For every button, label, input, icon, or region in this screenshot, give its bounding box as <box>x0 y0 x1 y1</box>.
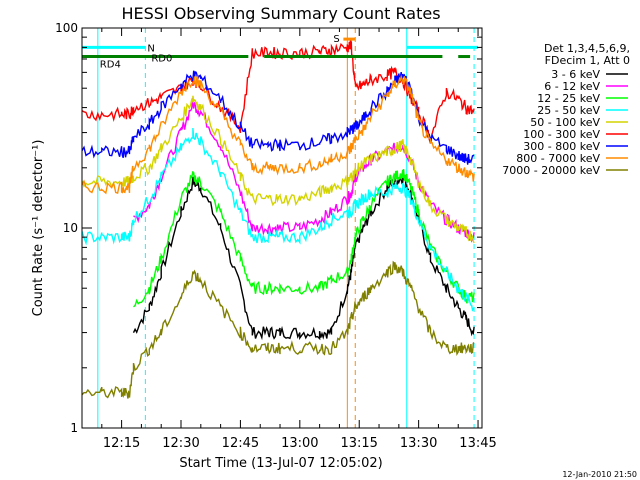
y-axis-label: Count Rate (s⁻¹ detector⁻¹) <box>31 140 46 317</box>
x-tick-label-3: 13:00 <box>281 436 318 451</box>
series-line-6 <box>82 70 475 165</box>
legend-entry-0: 3 - 6 keV <box>551 68 600 81</box>
legend-header-0: Det 1,3,4,5,6,9, <box>544 42 630 55</box>
series-line-8 <box>82 260 475 399</box>
chart-title: HESSI Observing Summary Count Rates <box>121 4 440 23</box>
legend-entry-2: 12 - 25 keV <box>537 92 600 105</box>
x-tick-label-0: 12:15 <box>103 436 140 451</box>
plot-area <box>82 28 479 428</box>
legend-header-1: FDecim 1, Att 0 <box>545 54 630 67</box>
s-label: S <box>333 34 339 45</box>
y-tick-label-2: 100 <box>55 21 78 35</box>
series-line-4 <box>82 95 475 244</box>
legend-entry-8: 7000 - 20000 keV <box>502 164 600 177</box>
series-line-7 <box>82 74 475 195</box>
rd4-label: RD4 <box>100 60 121 71</box>
rd0-label: RD0 <box>151 53 172 64</box>
legend-entry-5: 100 - 300 keV <box>523 128 600 141</box>
x-tick-label-4: 13:15 <box>340 436 377 451</box>
y-tick-label-1: 10 <box>63 221 78 235</box>
legend-entry-7: 800 - 7000 keV <box>516 152 600 165</box>
axes: 1 10 100 12:15 12:30 12:45 13:00 13:15 13:30 13:4… <box>55 21 497 451</box>
legend-entry-6: 300 - 800 keV <box>523 140 600 153</box>
x-axis-label: Start Time (13-Jul-07 12:05:02) <box>179 456 382 471</box>
series-line-1 <box>133 97 475 243</box>
x-tick-label-5: 13:30 <box>400 436 437 451</box>
n-label: N <box>147 43 154 54</box>
x-tick-label-1: 12:30 <box>162 436 199 451</box>
legend: Det 1,3,4,5,6,9,FDecim 1, Att 03 - 6 keV… <box>502 42 630 177</box>
x-tick-label-6: 13:45 <box>459 436 496 451</box>
legend-entry-3: 25 - 50 keV <box>537 104 600 117</box>
series-line-3 <box>82 127 475 312</box>
footer-date: 12-Jan-2010 21:50 <box>562 470 637 479</box>
y-tick-label-0: 1 <box>70 421 78 435</box>
legend-entry-1: 6 - 12 keV <box>544 80 600 93</box>
legend-entry-4: 50 - 100 keV <box>530 116 600 129</box>
x-tick-label-2: 12:45 <box>222 436 259 451</box>
